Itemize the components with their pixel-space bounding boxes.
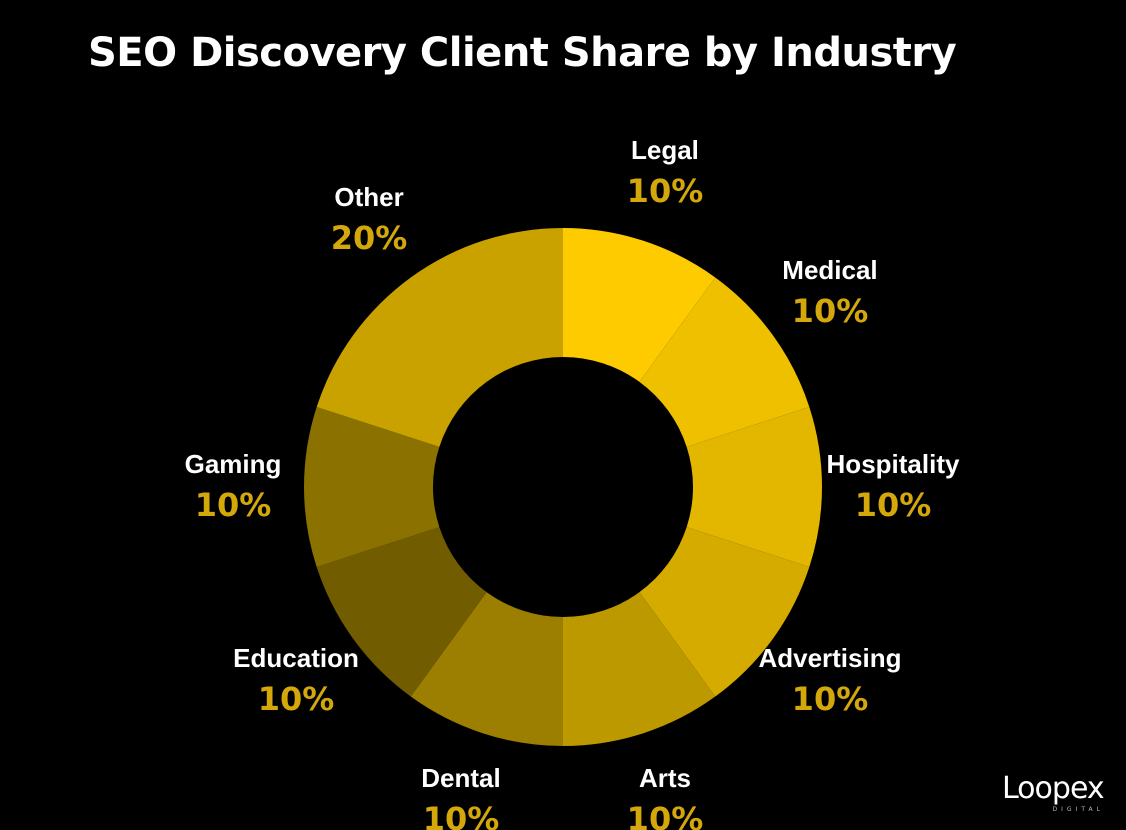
slice-label-hospitality: Hospitality 10%: [793, 451, 993, 521]
category-label: Arts: [638, 762, 691, 793]
category-label: Dental: [421, 762, 501, 793]
percent-label: 10%: [791, 292, 869, 331]
logo-wordmark: Loopex: [1002, 771, 1105, 806]
slice-label-arts: Arts 10%: [565, 765, 765, 830]
percent-label: 10%: [791, 679, 869, 718]
slice-label-education: Education 10%: [196, 645, 396, 715]
logo-subtext: DIGITAL: [1052, 806, 1104, 813]
percent-label: 10%: [626, 799, 704, 830]
slice-label-legal: Legal 10%: [565, 137, 765, 207]
percent-label: 20%: [330, 219, 408, 258]
category-label: Gaming: [184, 449, 282, 479]
chart-title: SEO Discovery Client Share by Industry: [88, 30, 957, 76]
percent-label: 10%: [626, 172, 704, 211]
slice-other: [316, 228, 563, 447]
slice-arts: [563, 592, 716, 746]
percent-label: 10%: [257, 679, 335, 718]
slice-gaming: [304, 406, 440, 568]
category-label: Other: [334, 182, 404, 213]
slice-education: [316, 527, 487, 697]
category-label: Hospitality: [826, 449, 960, 479]
slice-advertising: [639, 527, 810, 697]
slice-hospitality: [686, 406, 822, 568]
brand-logo: Loopex DIGITAL: [1002, 772, 1106, 818]
percent-label: 10%: [854, 486, 932, 524]
slice-legal: [563, 228, 716, 382]
percent-label: 10%: [194, 486, 272, 524]
slice-label-advertising: Advertising 10%: [730, 645, 930, 715]
category-label: Advertising: [758, 642, 902, 673]
slice-label-medical: Medical 10%: [730, 257, 930, 327]
percent-label: 10%: [422, 799, 500, 830]
slice-medical: [639, 277, 810, 447]
category-label: Medical: [782, 255, 878, 286]
slice-label-gaming: Gaming 10%: [133, 451, 333, 521]
slice-label-dental: Dental 10%: [361, 765, 561, 830]
slice-label-other: Other 20%: [269, 184, 469, 254]
category-label: Legal: [631, 135, 699, 166]
slice-dental: [410, 592, 563, 746]
category-label: Education: [233, 642, 359, 673]
